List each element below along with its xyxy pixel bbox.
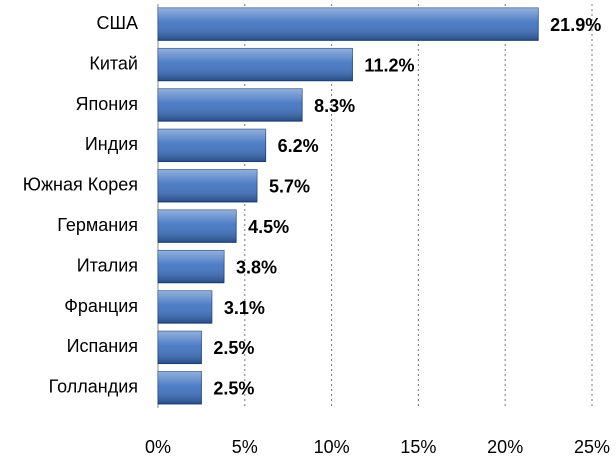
value-label: 21.9% (550, 15, 601, 35)
y-tick-label: Германия (57, 215, 138, 235)
bar-shine (158, 88, 303, 122)
bar-shine (158, 210, 237, 243)
x-tick-label: 5% (232, 437, 258, 456)
y-tick-label: Китай (89, 53, 138, 73)
x-tick-label: 0% (145, 437, 171, 456)
bar-shine (158, 250, 224, 283)
value-label: 11.2% (364, 55, 414, 75)
value-label: 5.7% (269, 177, 310, 197)
y-tick-label: Голландия (49, 377, 138, 397)
y-tick-label: Южная Корея (23, 175, 138, 195)
value-label: 2.5% (213, 338, 254, 358)
value-label: 3.1% (224, 298, 265, 318)
value-label: 2.5% (213, 379, 254, 399)
bar-shine (158, 129, 266, 162)
value-label: 3.8% (236, 257, 277, 277)
x-tick-label: 25% (574, 437, 610, 456)
bar-shine (158, 8, 539, 41)
bar-shine (158, 290, 212, 324)
y-tick-label: Италия (77, 255, 138, 275)
x-tick-label: 20% (487, 437, 523, 456)
y-tick-label: Индия (85, 134, 138, 154)
y-tick-label: Испания (67, 336, 138, 356)
value-label: 8.3% (314, 96, 355, 116)
value-label: 4.5% (248, 217, 289, 237)
bar-shine (158, 48, 353, 81)
x-tick-label: 10% (314, 437, 350, 456)
y-tick-label: США (96, 13, 138, 33)
bar-shine (158, 331, 202, 364)
bar-shine (158, 169, 257, 202)
bar-shine (158, 371, 202, 404)
y-tick-label: Франция (64, 296, 138, 316)
y-tick-label: Япония (76, 94, 139, 114)
x-tick-label: 15% (400, 437, 436, 456)
value-label: 6.2% (278, 136, 319, 156)
